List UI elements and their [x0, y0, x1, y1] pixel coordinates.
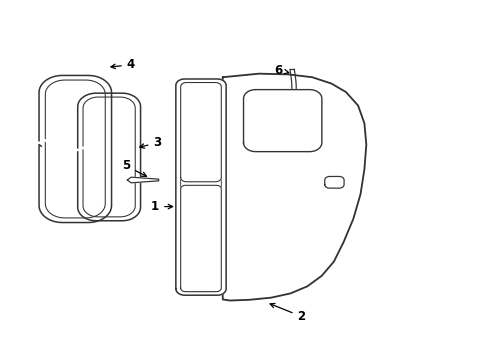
Text: 6: 6: [274, 64, 288, 77]
Polygon shape: [223, 74, 366, 301]
Polygon shape: [180, 185, 221, 292]
Polygon shape: [127, 177, 159, 183]
Text: 3: 3: [140, 136, 161, 149]
Polygon shape: [324, 176, 344, 188]
Polygon shape: [243, 90, 321, 152]
Text: 4: 4: [111, 58, 135, 71]
Text: 5: 5: [122, 159, 146, 176]
Polygon shape: [180, 82, 221, 182]
Text: 2: 2: [269, 303, 305, 323]
Polygon shape: [176, 79, 225, 295]
Text: 1: 1: [151, 200, 172, 213]
